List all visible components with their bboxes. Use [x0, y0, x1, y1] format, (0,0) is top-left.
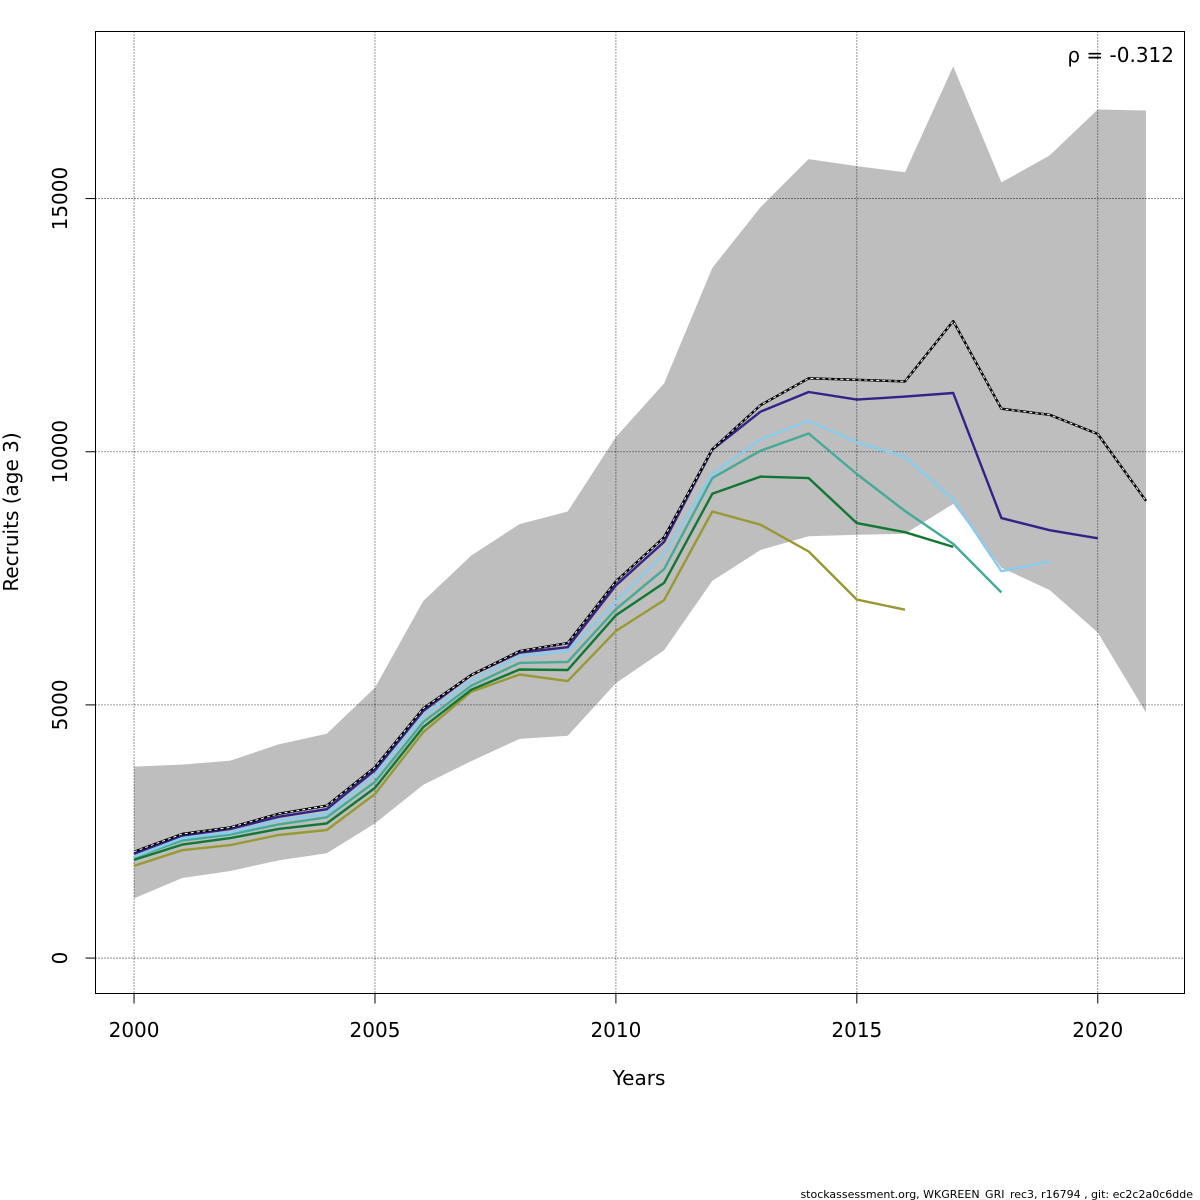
- y-tick-label: 0: [48, 952, 72, 965]
- series-line-5: [133, 475, 954, 861]
- series-line-1-dash: [133, 320, 1147, 853]
- series-line-3: [133, 419, 1050, 858]
- confidence-band: [134, 66, 1146, 899]
- y-tick-label: 15000: [48, 167, 72, 231]
- y-tick-label: 10000: [48, 420, 72, 484]
- x-tick-label: 2010: [590, 1018, 641, 1042]
- x-tick-label: 2005: [350, 1018, 401, 1042]
- series-line-2: [133, 390, 1098, 855]
- rho-annotation: ρ = -0.312: [1067, 43, 1174, 67]
- x-tick-label: 2015: [831, 1018, 882, 1042]
- x-tick-label: 2000: [109, 1018, 160, 1042]
- y-tick-label: 5000: [48, 679, 72, 730]
- x-axis-title: Years: [612, 1066, 666, 1090]
- y-axis-title: Recruits (age 3): [0, 432, 23, 591]
- footer-credit: stockassessment.org, WKGREEN_GRI_rec3, r…: [800, 1188, 1193, 1200]
- series-line-6: [133, 510, 906, 868]
- series-line-4: [133, 432, 1003, 859]
- x-tick-label: 2020: [1072, 1018, 1123, 1042]
- plot-frame: [95, 31, 1185, 994]
